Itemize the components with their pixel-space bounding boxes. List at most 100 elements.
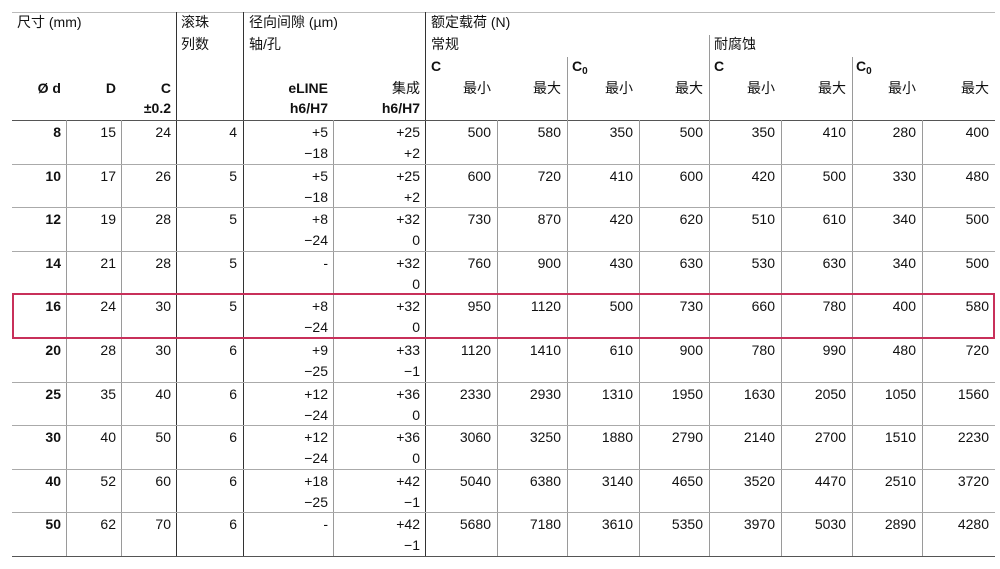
subscript: 0 — [866, 66, 872, 77]
header-shaft-hole: 轴/孔 — [249, 36, 281, 52]
cell-load: 6380 — [529, 472, 561, 489]
cell-load: 870 — [537, 211, 561, 228]
cell-load: 1950 — [671, 385, 703, 402]
cell-ball-rows: 5 — [229, 211, 237, 228]
cell-load: 760 — [467, 254, 491, 271]
cell-load: 1120 — [460, 342, 491, 358]
cell-eline: −25 — [304, 493, 328, 510]
cell-D: 40 — [100, 429, 116, 446]
cell-load: 780 — [751, 342, 775, 358]
cell-ball-rows: 6 — [229, 385, 237, 402]
cell-load: 720 — [537, 167, 561, 184]
cell-load: 610 — [609, 342, 633, 358]
cell-integrated: 0 — [412, 319, 420, 336]
header-tolerance: ±0.2 — [143, 100, 171, 116]
cell-load: 3720 — [957, 472, 989, 489]
cell-C: 30 — [155, 298, 171, 315]
cell-D: 28 — [100, 342, 116, 358]
header-standard: 常规 — [431, 36, 459, 52]
cell-load: 400 — [965, 124, 989, 140]
cell-d: 30 — [45, 429, 61, 446]
cell-load: 5680 — [459, 516, 491, 533]
cell-load: 4470 — [814, 472, 846, 489]
cell-load: 2510 — [884, 472, 916, 489]
cell-load: 3520 — [743, 472, 775, 489]
cell-C: 28 — [155, 211, 171, 228]
cell-load: 5040 — [459, 472, 491, 489]
cell-load: 1880 — [601, 429, 633, 446]
cell-load: 900 — [679, 342, 703, 358]
cell-eline: −24 — [304, 232, 328, 249]
cell-load: 1050 — [884, 385, 916, 402]
cell-ball-rows: 6 — [229, 472, 237, 489]
cell-load: 950 — [467, 298, 491, 315]
cell-C: 40 — [155, 385, 171, 402]
cell-eline: +18 — [304, 472, 328, 489]
cell-ball-rows: 6 — [229, 429, 237, 446]
cell-ball-rows: 5 — [229, 254, 237, 271]
cell-eline: +5 — [312, 167, 328, 184]
cell-load: 600 — [467, 167, 491, 184]
cell-integrated: +33 — [396, 342, 420, 358]
cell-integrated: +25 — [396, 124, 420, 140]
cell-load: 500 — [609, 298, 633, 315]
cell-d: 20 — [45, 342, 61, 358]
cell-load: 990 — [822, 342, 846, 358]
cell-d: 50 — [45, 516, 61, 533]
cell-eline: +12 — [304, 385, 328, 402]
cell-D: 15 — [100, 124, 116, 140]
header-fit: h6/H7 — [381, 100, 420, 116]
cell-load: 350 — [609, 124, 633, 140]
cell-load: 730 — [679, 298, 703, 315]
cell-d: 25 — [45, 385, 61, 402]
load-symbol-dynamic: C — [714, 58, 725, 74]
cell-eline: +12 — [304, 429, 328, 446]
cell-integrated: +36 — [396, 385, 420, 402]
cell-load: 900 — [537, 254, 561, 271]
header-corrosion: 耐腐蚀 — [714, 36, 756, 52]
header-minmax: 最大 — [961, 80, 989, 96]
header-minmax: 最小 — [888, 80, 916, 96]
header-minmax: 最小 — [747, 80, 775, 96]
cell-integrated: +2 — [404, 145, 420, 161]
cell-eline: - — [323, 254, 328, 271]
column-rule — [176, 12, 177, 556]
cell-load: 3970 — [743, 516, 775, 533]
cell-load: 480 — [892, 342, 916, 358]
cell-load: 660 — [751, 298, 775, 315]
cell-d: 14 — [45, 254, 61, 271]
cell-load: 730 — [467, 211, 491, 228]
cell-load: 420 — [609, 211, 633, 228]
header-load: 额定载荷 (N) — [431, 14, 511, 30]
load-symbol-static: C0 — [856, 57, 872, 81]
cell-load: 2890 — [884, 516, 916, 533]
header-C: C — [160, 80, 171, 96]
cell-load: 340 — [892, 254, 916, 271]
cell-eline: −24 — [304, 450, 328, 467]
cell-load: 780 — [822, 298, 846, 315]
cell-integrated: +32 — [396, 254, 420, 271]
cell-D: 35 — [100, 385, 116, 402]
column-rule — [243, 12, 244, 556]
cell-load: 330 — [892, 167, 916, 184]
cell-eline: −18 — [304, 145, 328, 161]
cell-D: 52 — [100, 472, 116, 489]
top-rule — [12, 12, 995, 13]
cell-D: 24 — [100, 298, 116, 315]
cell-load: 2140 — [743, 429, 775, 446]
cell-ball-rows: 4 — [229, 124, 237, 140]
subscript: 0 — [582, 66, 588, 77]
row-rule — [12, 207, 995, 208]
header-fit: h6/H7 — [289, 100, 328, 116]
header-minmax: 最大 — [818, 80, 846, 96]
cell-load: 4650 — [671, 472, 703, 489]
load-symbol-static: C0 — [572, 57, 588, 81]
load-rule — [709, 35, 710, 120]
cell-integrated: −1 — [404, 537, 420, 554]
cell-load: 7180 — [529, 516, 561, 533]
cell-eline: +8 — [312, 211, 328, 228]
cell-d: 10 — [45, 167, 61, 184]
cell-load: 500 — [965, 211, 989, 228]
header-integrated: 集成 — [392, 80, 420, 96]
